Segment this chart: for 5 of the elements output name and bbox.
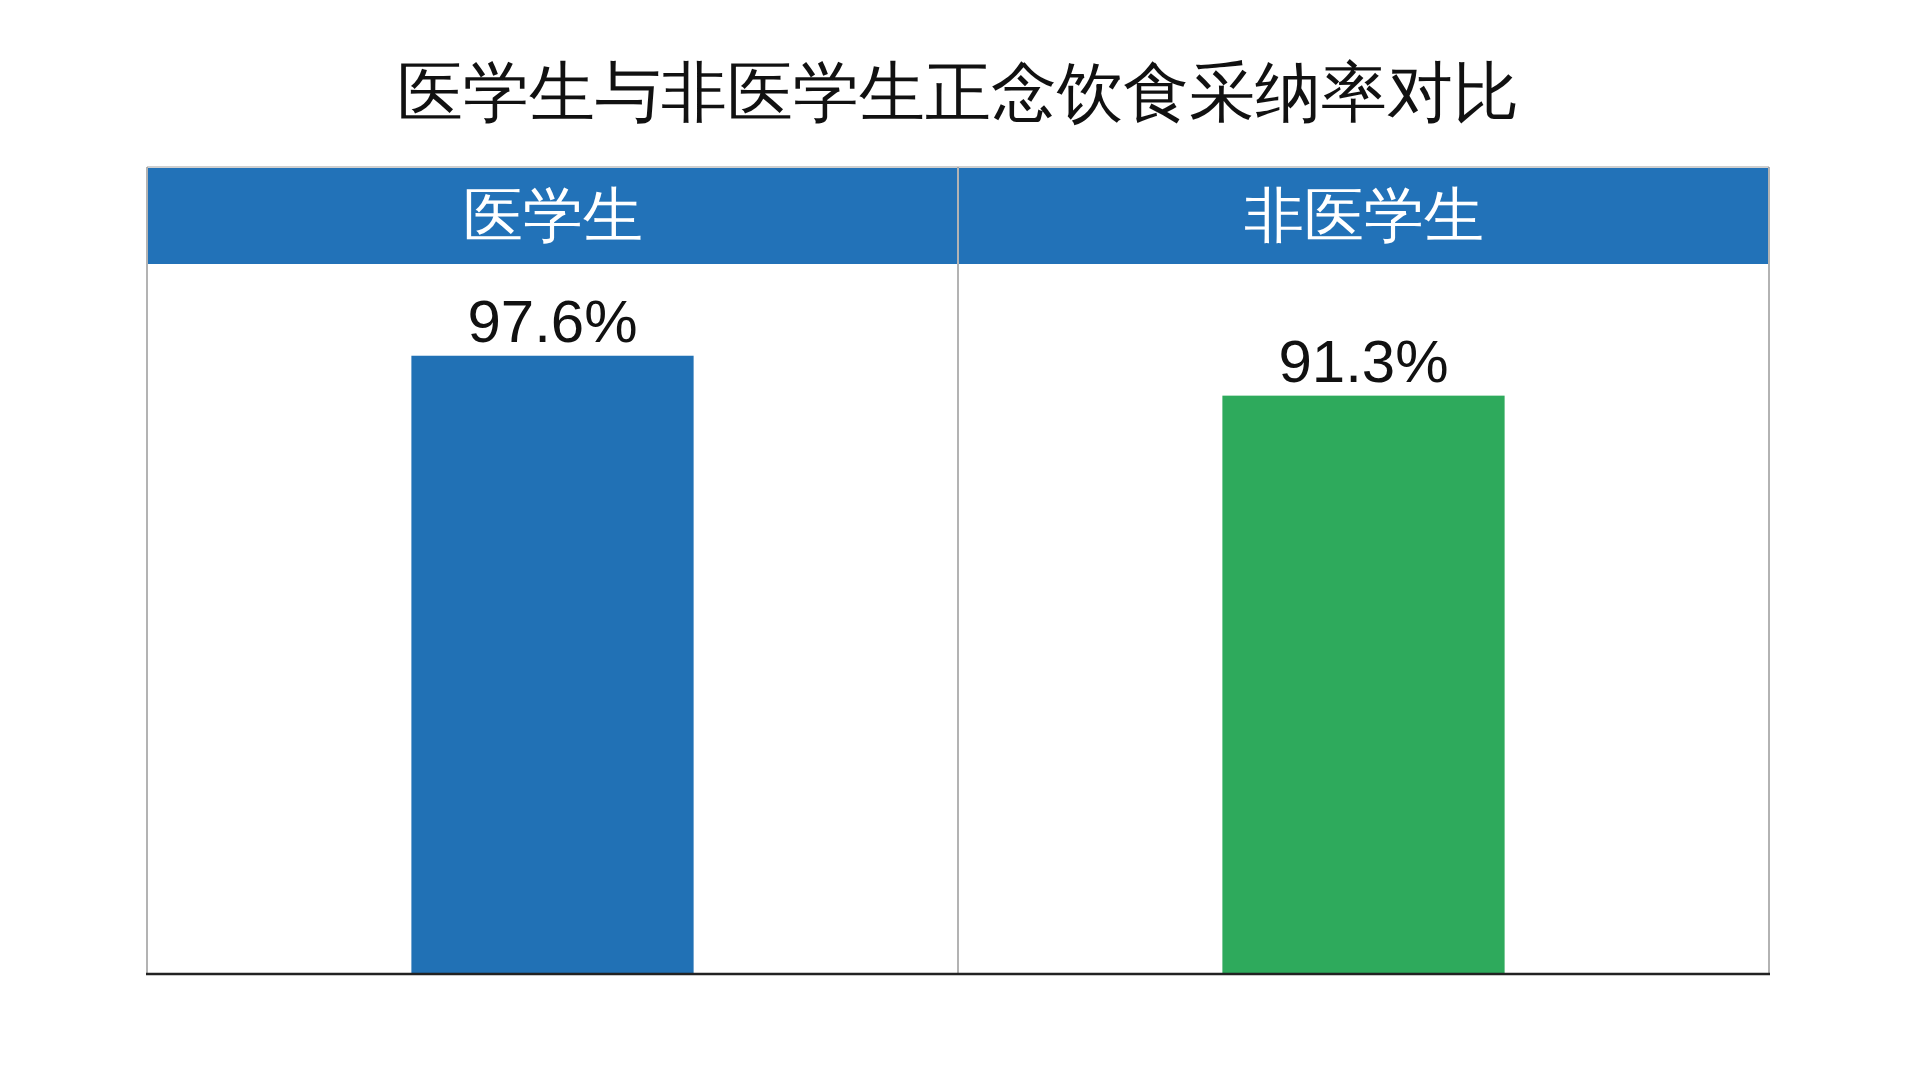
data-label: 97.6% [467, 287, 638, 355]
chart-title: 医学生与非医学生正念饮食采纳率对比 [397, 55, 1519, 129]
x-tick-label: 医学生 [462, 182, 643, 249]
data-label: 91.3% [1278, 327, 1449, 395]
x-tick-label: 非医学生 [1243, 182, 1484, 249]
